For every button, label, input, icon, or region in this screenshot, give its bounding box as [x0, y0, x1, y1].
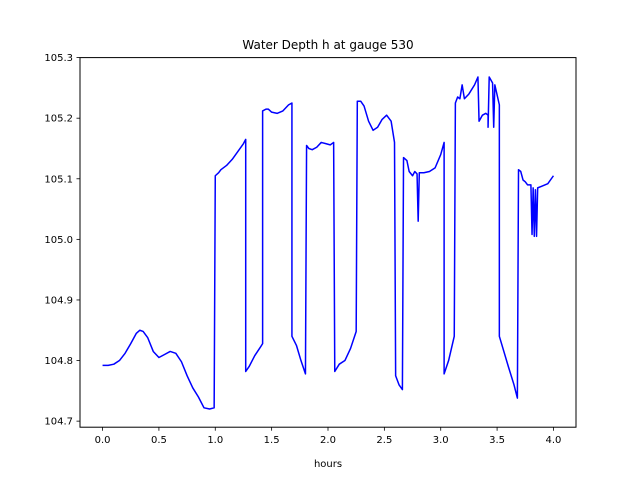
y-tick-label: 105.1 — [44, 174, 73, 185]
y-tick-label: 104.9 — [44, 295, 73, 306]
x-axis: 0.0 0.5 1.0 1.5 2.0 2.5 3.0 3.5 4.0 — [95, 427, 562, 446]
x-tick-label: 3.5 — [489, 435, 505, 446]
y-tick-label: 105.0 — [44, 235, 73, 246]
x-tick-label: 3.0 — [433, 435, 449, 446]
x-tick-label: 2.5 — [376, 435, 392, 446]
y-axis: 104.7 104.8 104.9 105.0 105.1 105.2 105.3 — [44, 53, 80, 428]
x-tick-label: 1.5 — [264, 435, 280, 446]
series-line-water-depth — [102, 76, 555, 410]
plot-frame — [79, 57, 577, 428]
x-tick-label: 2.0 — [320, 435, 336, 446]
y-tick-label: 104.7 — [44, 417, 73, 428]
y-tick-label: 105.3 — [44, 53, 73, 64]
chart-title: Water Depth h at gauge 530 — [242, 38, 413, 52]
x-tick-label: 0.5 — [151, 435, 167, 446]
x-tick-label: 1.0 — [207, 435, 223, 446]
y-tick-label: 104.8 — [44, 356, 73, 367]
x-axis-label: hours — [314, 459, 342, 470]
y-tick-label: 105.2 — [44, 114, 73, 125]
x-tick-label: 4.0 — [546, 435, 562, 446]
x-tick-label: 0.0 — [95, 435, 111, 446]
